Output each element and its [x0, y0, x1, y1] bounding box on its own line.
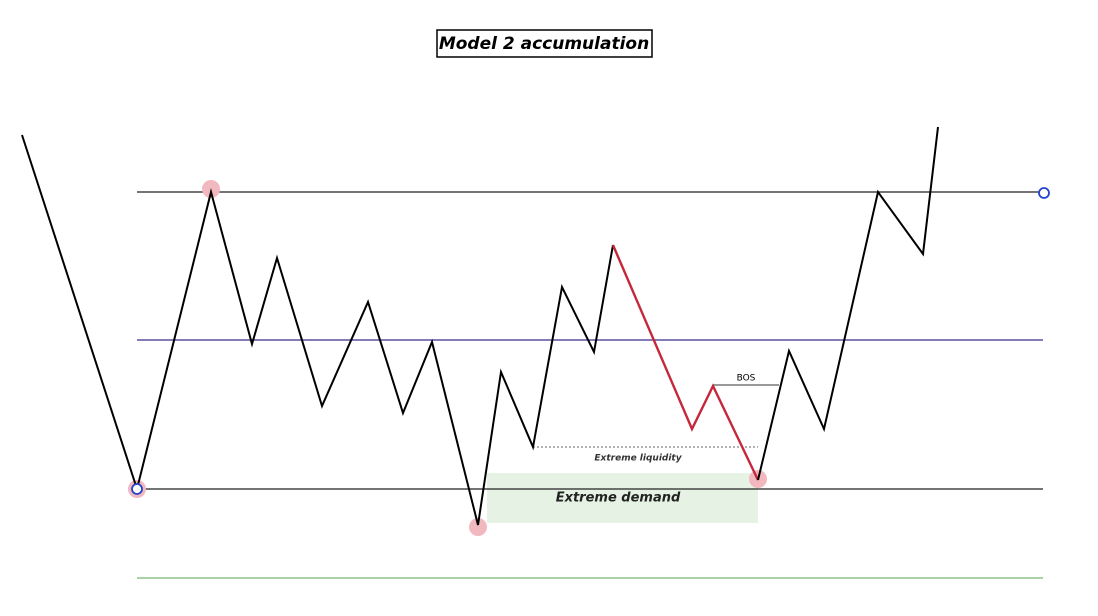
anchor-handle [1038, 187, 1050, 199]
demand-label: Extreme demand [556, 491, 681, 506]
title-box [436, 29, 653, 58]
liquidity-label: Extreme liquidity [594, 454, 682, 464]
demand-zone [487, 473, 758, 523]
title: Model 2 accumulation [439, 34, 649, 54]
price-path-red [611, 244, 760, 481]
price-path [21, 134, 614, 526]
bos-label: BOS [737, 374, 756, 384]
pivot-marker [469, 518, 487, 536]
anchor-handle [131, 483, 143, 495]
price-path [757, 126, 939, 481]
